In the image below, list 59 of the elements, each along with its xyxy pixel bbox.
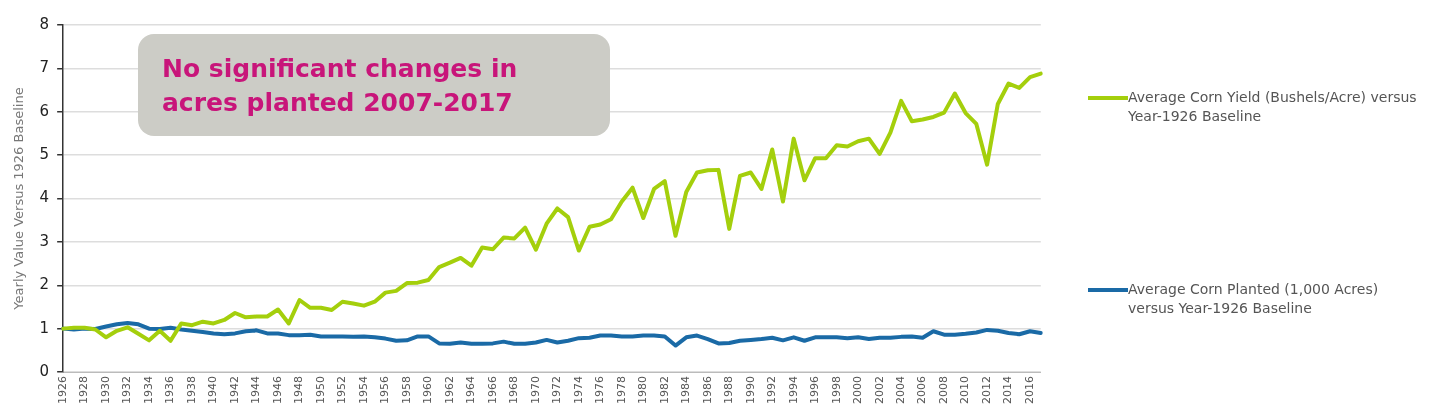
- x-tick-label: 1926: [56, 376, 69, 405]
- x-tick-label: 1968: [507, 376, 521, 405]
- x-tick-label: 2014: [1001, 376, 1015, 405]
- x-tick-label: 1950: [313, 376, 327, 405]
- x-tick-label: 1978: [614, 376, 628, 405]
- x-tick-label: 1948: [292, 376, 306, 405]
- x-tick-label: 1974: [571, 376, 585, 405]
- x-tick-label: 2016: [1022, 376, 1036, 405]
- y-tick-label: 3: [39, 231, 50, 250]
- y-axis-title: Yearly Value Versus 1926 Baseline: [11, 87, 27, 311]
- x-tick-label: 1940: [206, 376, 220, 405]
- x-tick-label: 1988: [722, 376, 736, 405]
- x-tick-label: 1954: [356, 376, 370, 405]
- x-tick-label: 1976: [593, 376, 607, 405]
- y-tick-label: 5: [39, 145, 50, 164]
- legend-label: Average Corn Planted (1,000 Acres) versus Year-1926 Baseline: [1128, 280, 1380, 318]
- y-tick-label: 0: [39, 361, 50, 380]
- y-tick-label: 7: [39, 58, 50, 77]
- x-tick-label: 2000: [851, 376, 865, 405]
- x-tick-label: 1960: [421, 376, 435, 405]
- x-tick-label: 2006: [915, 376, 929, 405]
- x-tick-label: 1998: [829, 376, 843, 405]
- x-tick-label: 1958: [399, 376, 413, 405]
- x-tick-label: 1986: [700, 376, 714, 405]
- x-tick-label: 1928: [77, 376, 91, 405]
- x-tick-label: 1996: [808, 376, 822, 405]
- x-tick-label: 1962: [442, 376, 456, 405]
- x-tick-label: 1970: [528, 376, 542, 405]
- x-tick-label: 1984: [679, 376, 693, 405]
- x-tick-label: 2010: [958, 376, 972, 405]
- x-tick-label: 1934: [141, 376, 155, 405]
- x-tick-label: 1952: [335, 376, 349, 405]
- x-tick-label: 1930: [98, 376, 112, 405]
- y-tick-label: 2: [39, 275, 50, 294]
- x-tick-label: 1932: [120, 376, 134, 405]
- x-tick-label: 1972: [550, 376, 564, 405]
- legend-label: Average Corn Yield (Bushels/Acre) versus Year-1926 Baseline: [1128, 88, 1418, 126]
- x-tick-label: 2004: [893, 376, 907, 405]
- x-tick-label: 1946: [270, 376, 284, 405]
- x-tick-label: 1966: [485, 376, 499, 405]
- x-tick-label: 1964: [464, 376, 478, 405]
- x-tick-label: 1942: [227, 376, 241, 405]
- note-box: No significant changes in acres planted 2007-2017: [138, 34, 610, 136]
- x-tick-label: 1938: [184, 376, 198, 405]
- x-tick-label: 1956: [378, 376, 392, 405]
- y-tick-label: 6: [39, 101, 50, 120]
- x-tick-label: 1982: [657, 376, 671, 405]
- x-tick-label: 1944: [249, 376, 263, 405]
- x-tick-label: 1994: [786, 376, 800, 405]
- x-tick-label: 2008: [936, 376, 950, 405]
- y-tick-label: 4: [39, 188, 50, 207]
- y-tick-label: 1: [39, 318, 50, 337]
- x-tick-label: 1990: [743, 376, 757, 405]
- x-tick-label: 1980: [636, 376, 650, 405]
- x-tick-label: 2012: [979, 376, 993, 405]
- x-tick-label: 1992: [765, 376, 779, 405]
- x-tick-label: 1936: [163, 376, 177, 405]
- y-tick-label: 8: [39, 14, 50, 33]
- x-tick-label: 2002: [872, 376, 886, 405]
